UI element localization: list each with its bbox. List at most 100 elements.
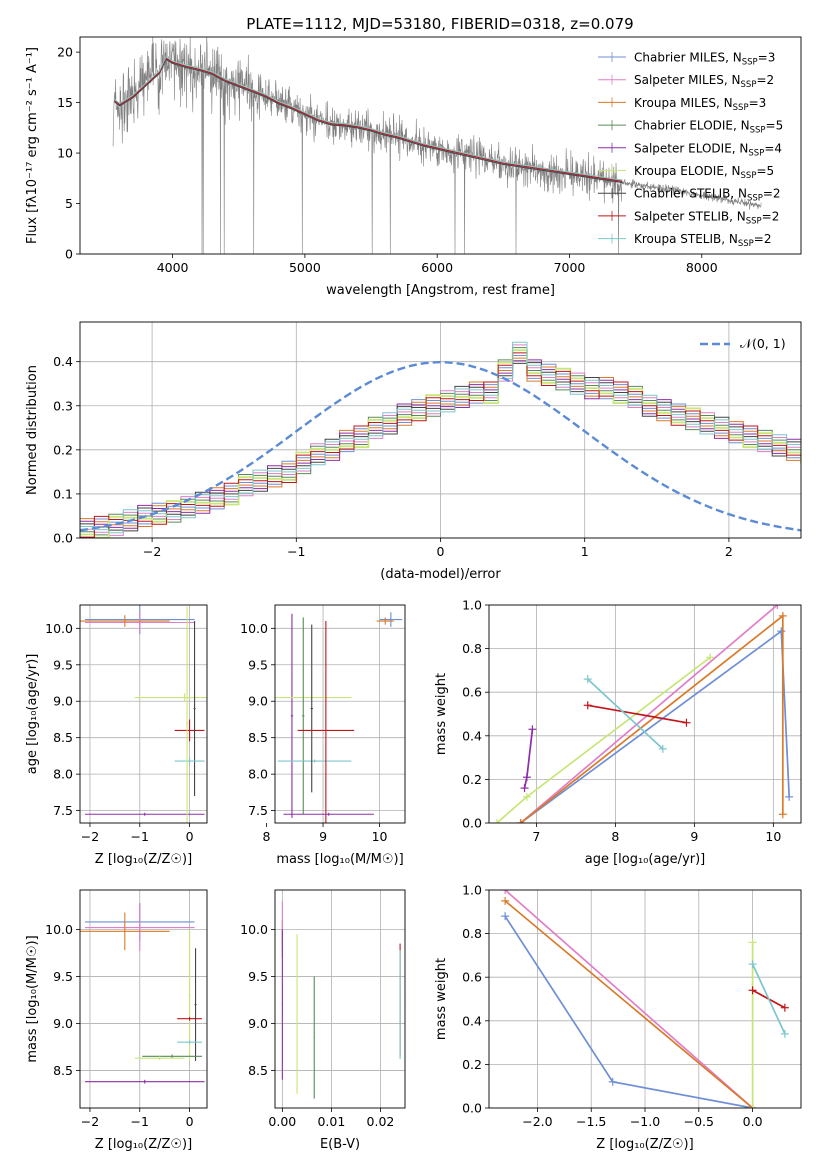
age_vs_z-xtick-label: −1 xyxy=(131,829,149,844)
residuals-ytick-label: 0.4 xyxy=(53,354,73,369)
legend-label-subscript: SSP xyxy=(748,148,764,158)
age_vs_z-ylabel: age [log₁₀(age/yr)] xyxy=(25,654,40,775)
weight_vs_z-ytick-label: 1.0 xyxy=(462,883,482,898)
spectrum-panel: 4000 5000 6000 7000 8000 0 5 10 15 20 wavelength [… xyxy=(25,36,802,298)
age_vs_mass-ytick-label: 9.0 xyxy=(248,694,268,709)
mass_vs_ebv-ytick-label: 9.0 xyxy=(248,1016,268,1031)
weight_vs_z-panel: −2.0 −1.5 −1.0 −0.5 0.0 0.0 0.2 0.4 0.6 0.8 1.0 Z [… xyxy=(434,883,802,1152)
weight_vs_age-ytick-label: 0.2 xyxy=(462,772,482,787)
age_vs_mass-ytick-label: 10.0 xyxy=(240,621,268,636)
legend-label-subscript: SSP xyxy=(746,216,762,226)
mass_vs_ebv-plot-area xyxy=(275,890,405,1108)
model-fit-chabrier-stelib xyxy=(114,58,623,183)
age_vs_mass-ytick-label: 7.5 xyxy=(248,803,268,818)
weight_vs_z-ytick-label: 0.0 xyxy=(462,1101,482,1116)
legend-label-count: =3 xyxy=(749,96,767,110)
series-line-salpeter-miles xyxy=(520,605,778,823)
age_vs_mass-plot-area xyxy=(275,605,405,823)
weight_vs_age-xtick-label: 9 xyxy=(690,829,698,844)
weight_vs_age-frame xyxy=(488,604,802,824)
weight_vs_z-ytick-label: 0.8 xyxy=(462,926,482,941)
weight_vs_z-ytick-label: 0.4 xyxy=(462,1013,482,1028)
mass_vs_z-ytick-label: 9.5 xyxy=(53,969,73,984)
weight_vs_age-ytick-label: 0.0 xyxy=(462,816,482,831)
legend-label: Salpeter MILES, NSSP=2 xyxy=(634,73,774,90)
spectrum-xtick-label: 6000 xyxy=(421,260,453,275)
age_vs_z-ytick-label: 8.0 xyxy=(53,767,73,782)
spectrum-ytick-label: 5 xyxy=(65,196,73,211)
weight_vs_z-xtick-label: −1.0 xyxy=(630,1114,660,1129)
weight_vs_z-frame xyxy=(488,889,802,1109)
legend-label: Kroupa ELODIE, NSSP=5 xyxy=(634,164,774,181)
mass_vs_z-xtick-label: 0 xyxy=(186,1114,194,1129)
residuals-xtick-label: −1 xyxy=(287,544,305,559)
residuals-ylabel: Normed distribution xyxy=(25,365,40,495)
mass_vs_ebv-frame xyxy=(274,889,406,1109)
age_vs_z-ytick-label: 10.0 xyxy=(45,621,73,636)
mass_vs_ebv-xlabel: E(B-V) xyxy=(320,1137,360,1152)
residuals-frame xyxy=(79,321,802,539)
mass_vs_ebv-ytick-label: 9.5 xyxy=(248,969,268,984)
weight_vs_age-xtick-label: 10 xyxy=(765,829,781,844)
legend-label-subscript: SSP xyxy=(750,126,766,136)
weight_vs_age-ytick-label: 0.6 xyxy=(462,685,482,700)
mass_vs_z-frame xyxy=(79,889,208,1109)
residuals-ytick-label: 0.3 xyxy=(53,398,73,413)
histogram-step-8 xyxy=(80,341,801,534)
weight_vs_z-ytick-label: 0.6 xyxy=(462,970,482,985)
age_vs_z-xlabel: Z [log₁₀(Z/Z☉)] xyxy=(95,852,192,867)
mass_vs_z-panel: −2 −1 0 8.5 9.0 9.5 10.0 Z [log₁₀(Z/Z☉)] mass [l… xyxy=(25,889,208,1152)
mass_vs_z-xtick-label: −2 xyxy=(81,1114,99,1129)
mass_vs_z-xlabel: Z [log₁₀(Z/Z☉)] xyxy=(95,1137,192,1152)
legend-label-count: =2 xyxy=(762,209,780,223)
weight_vs_z-xtick-label: −2.0 xyxy=(522,1114,552,1129)
legend-label-count: =4 xyxy=(764,141,782,155)
residuals-plot-area xyxy=(80,322,801,538)
weight_vs_age-ytick-label: 1.0 xyxy=(462,598,482,613)
legend-label: Chabrier MILES, NSSP=3 xyxy=(634,51,775,68)
legend-label-count: =3 xyxy=(758,51,776,65)
observed-spectrum-line xyxy=(112,37,762,254)
weight_vs_z-plot-area xyxy=(489,890,801,1108)
residuals-xtick-label: 2 xyxy=(725,544,733,559)
series-line-kroupa-miles xyxy=(504,900,754,1108)
legend-label-count: =2 xyxy=(763,187,781,201)
legend-label-subscript: SSP xyxy=(738,239,754,249)
legend-label-count: =5 xyxy=(756,164,774,178)
mass_vs_z-ylabel: mass [log₁₀(M/M☉)] xyxy=(25,935,40,1062)
spectrum-ylabel: Flux [fλ10⁻¹⁷ erg cm⁻² s⁻¹ A⁻¹] xyxy=(25,47,40,244)
age_vs_z-plot-area xyxy=(80,605,207,823)
age_vs_z-ytick-label: 9.0 xyxy=(53,694,73,709)
weight_vs_z-ytick-label: 0.2 xyxy=(462,1057,482,1072)
weight_vs_age-panel: 7 8 9 10 0.0 0.2 0.4 0.6 0.8 1.0 age [log₁₀(age/yr… xyxy=(434,598,802,867)
series-line-salpeter-stelib xyxy=(587,704,687,724)
spectrum-xtick-label: 4000 xyxy=(157,260,189,275)
legend-label-subscript: SSP xyxy=(733,103,749,113)
legend-label-subscript: SSP xyxy=(742,58,758,68)
residuals-xtick-label: 0 xyxy=(437,544,445,559)
age_vs_z-xtick-label: 0 xyxy=(186,829,194,844)
mass_vs_z-xtick-label: −1 xyxy=(131,1114,149,1129)
legend-label-subscript: SSP xyxy=(741,80,757,90)
mass_vs_ebv-panel: 0.00 0.01 0.02 8.5 9.0 9.5 10.0 E(B-V) xyxy=(240,889,406,1152)
spectrum-ytick-label: 10 xyxy=(57,146,73,161)
weight_vs_z-ylabel: mass weight xyxy=(434,958,449,1040)
age_vs_mass-ytick-label: 8.0 xyxy=(248,767,268,782)
residuals-ytick-label: 0.1 xyxy=(53,486,73,501)
series-line-salpeter-miles xyxy=(504,890,754,1108)
spectrum-frame xyxy=(79,36,802,255)
legend-label: Chabrier ELODIE, NSSP=5 xyxy=(634,119,783,136)
weight_vs_age-ylabel: mass weight xyxy=(434,673,449,755)
mass_vs_ebv-ytick-label: 10.0 xyxy=(240,922,268,937)
spectrum-ytick-label: 15 xyxy=(57,95,73,110)
mass_vs_z-plot-area xyxy=(80,890,207,1108)
weight_vs_z-xlabel: Z [log₁₀(Z/Z☉)] xyxy=(596,1137,693,1152)
weight_vs_age-xlabel: age [log₁₀(age/yr)] xyxy=(585,852,706,867)
age_vs_z-panel: −2 −1 0 7.5 8.0 8.5 9.0 9.5 10.0 Z [log₁₀(Z/Z☉)] a… xyxy=(25,604,208,867)
weight_vs_age-xtick-label: 7 xyxy=(532,829,540,844)
residuals-xtick-label: 1 xyxy=(581,544,589,559)
model-fit-kroupa-stelib xyxy=(114,56,623,181)
spectrum-xlabel: wavelength [Angstrom, rest frame] xyxy=(326,283,555,298)
residuals-xlabel: (data-model)/error xyxy=(380,567,501,582)
